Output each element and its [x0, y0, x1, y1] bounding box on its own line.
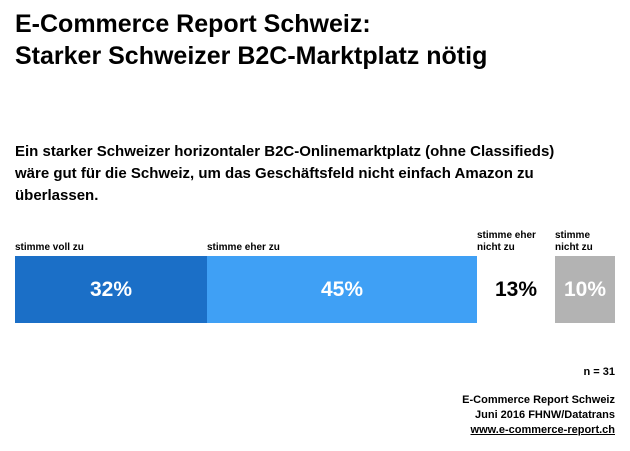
- segment-label: stimme voll zu: [15, 242, 84, 253]
- report-website-link[interactable]: www.e-commerce-report.ch: [470, 423, 615, 436]
- footer-source-line2: Juni 2016 FHNW/Datatrans: [475, 408, 615, 421]
- page-title-line1: E-Commerce Report Schweiz:: [15, 10, 371, 38]
- page-title: E-Commerce Report Schweiz: Starker Schwe…: [15, 8, 487, 72]
- segment-labels: stimme voll zu stimme eher zu stimme eher …: [15, 218, 615, 256]
- statement-line2: wäre gut für die Schweiz, um das Geschäf…: [15, 164, 534, 182]
- segment-label: stimme eher nicht zu: [477, 230, 536, 253]
- stacked-bar-chart: stimme voll zu stimme eher zu stimme eher …: [15, 218, 615, 323]
- statement-text: Ein starker Schweizer horizontaler B2C-O…: [15, 141, 554, 206]
- footer-source-line1: E-Commerce Report Schweiz: [462, 394, 615, 406]
- bar-segment: 32%: [15, 256, 207, 323]
- bar-segment: 45%: [207, 256, 477, 323]
- segment-label: stimme nicht zu: [555, 230, 593, 253]
- bar-segment: 13%: [477, 256, 555, 323]
- sample-size-label: n = 31: [583, 366, 616, 378]
- stacked-bar: 32% 45% 13% 10%: [15, 256, 615, 323]
- statement-line3: überlassen.: [15, 186, 99, 204]
- segment-label: stimme eher zu: [207, 242, 280, 253]
- statement-line1: Ein starker Schweizer horizontaler B2C-O…: [15, 143, 555, 160]
- bar-segment: 10%: [555, 256, 615, 323]
- footer-source: E-Commerce Report Schweiz Juni 2016 FHNW…: [462, 393, 615, 438]
- page-title-line2: Starker Schweizer B2C-Marktplatz nötig: [15, 42, 488, 70]
